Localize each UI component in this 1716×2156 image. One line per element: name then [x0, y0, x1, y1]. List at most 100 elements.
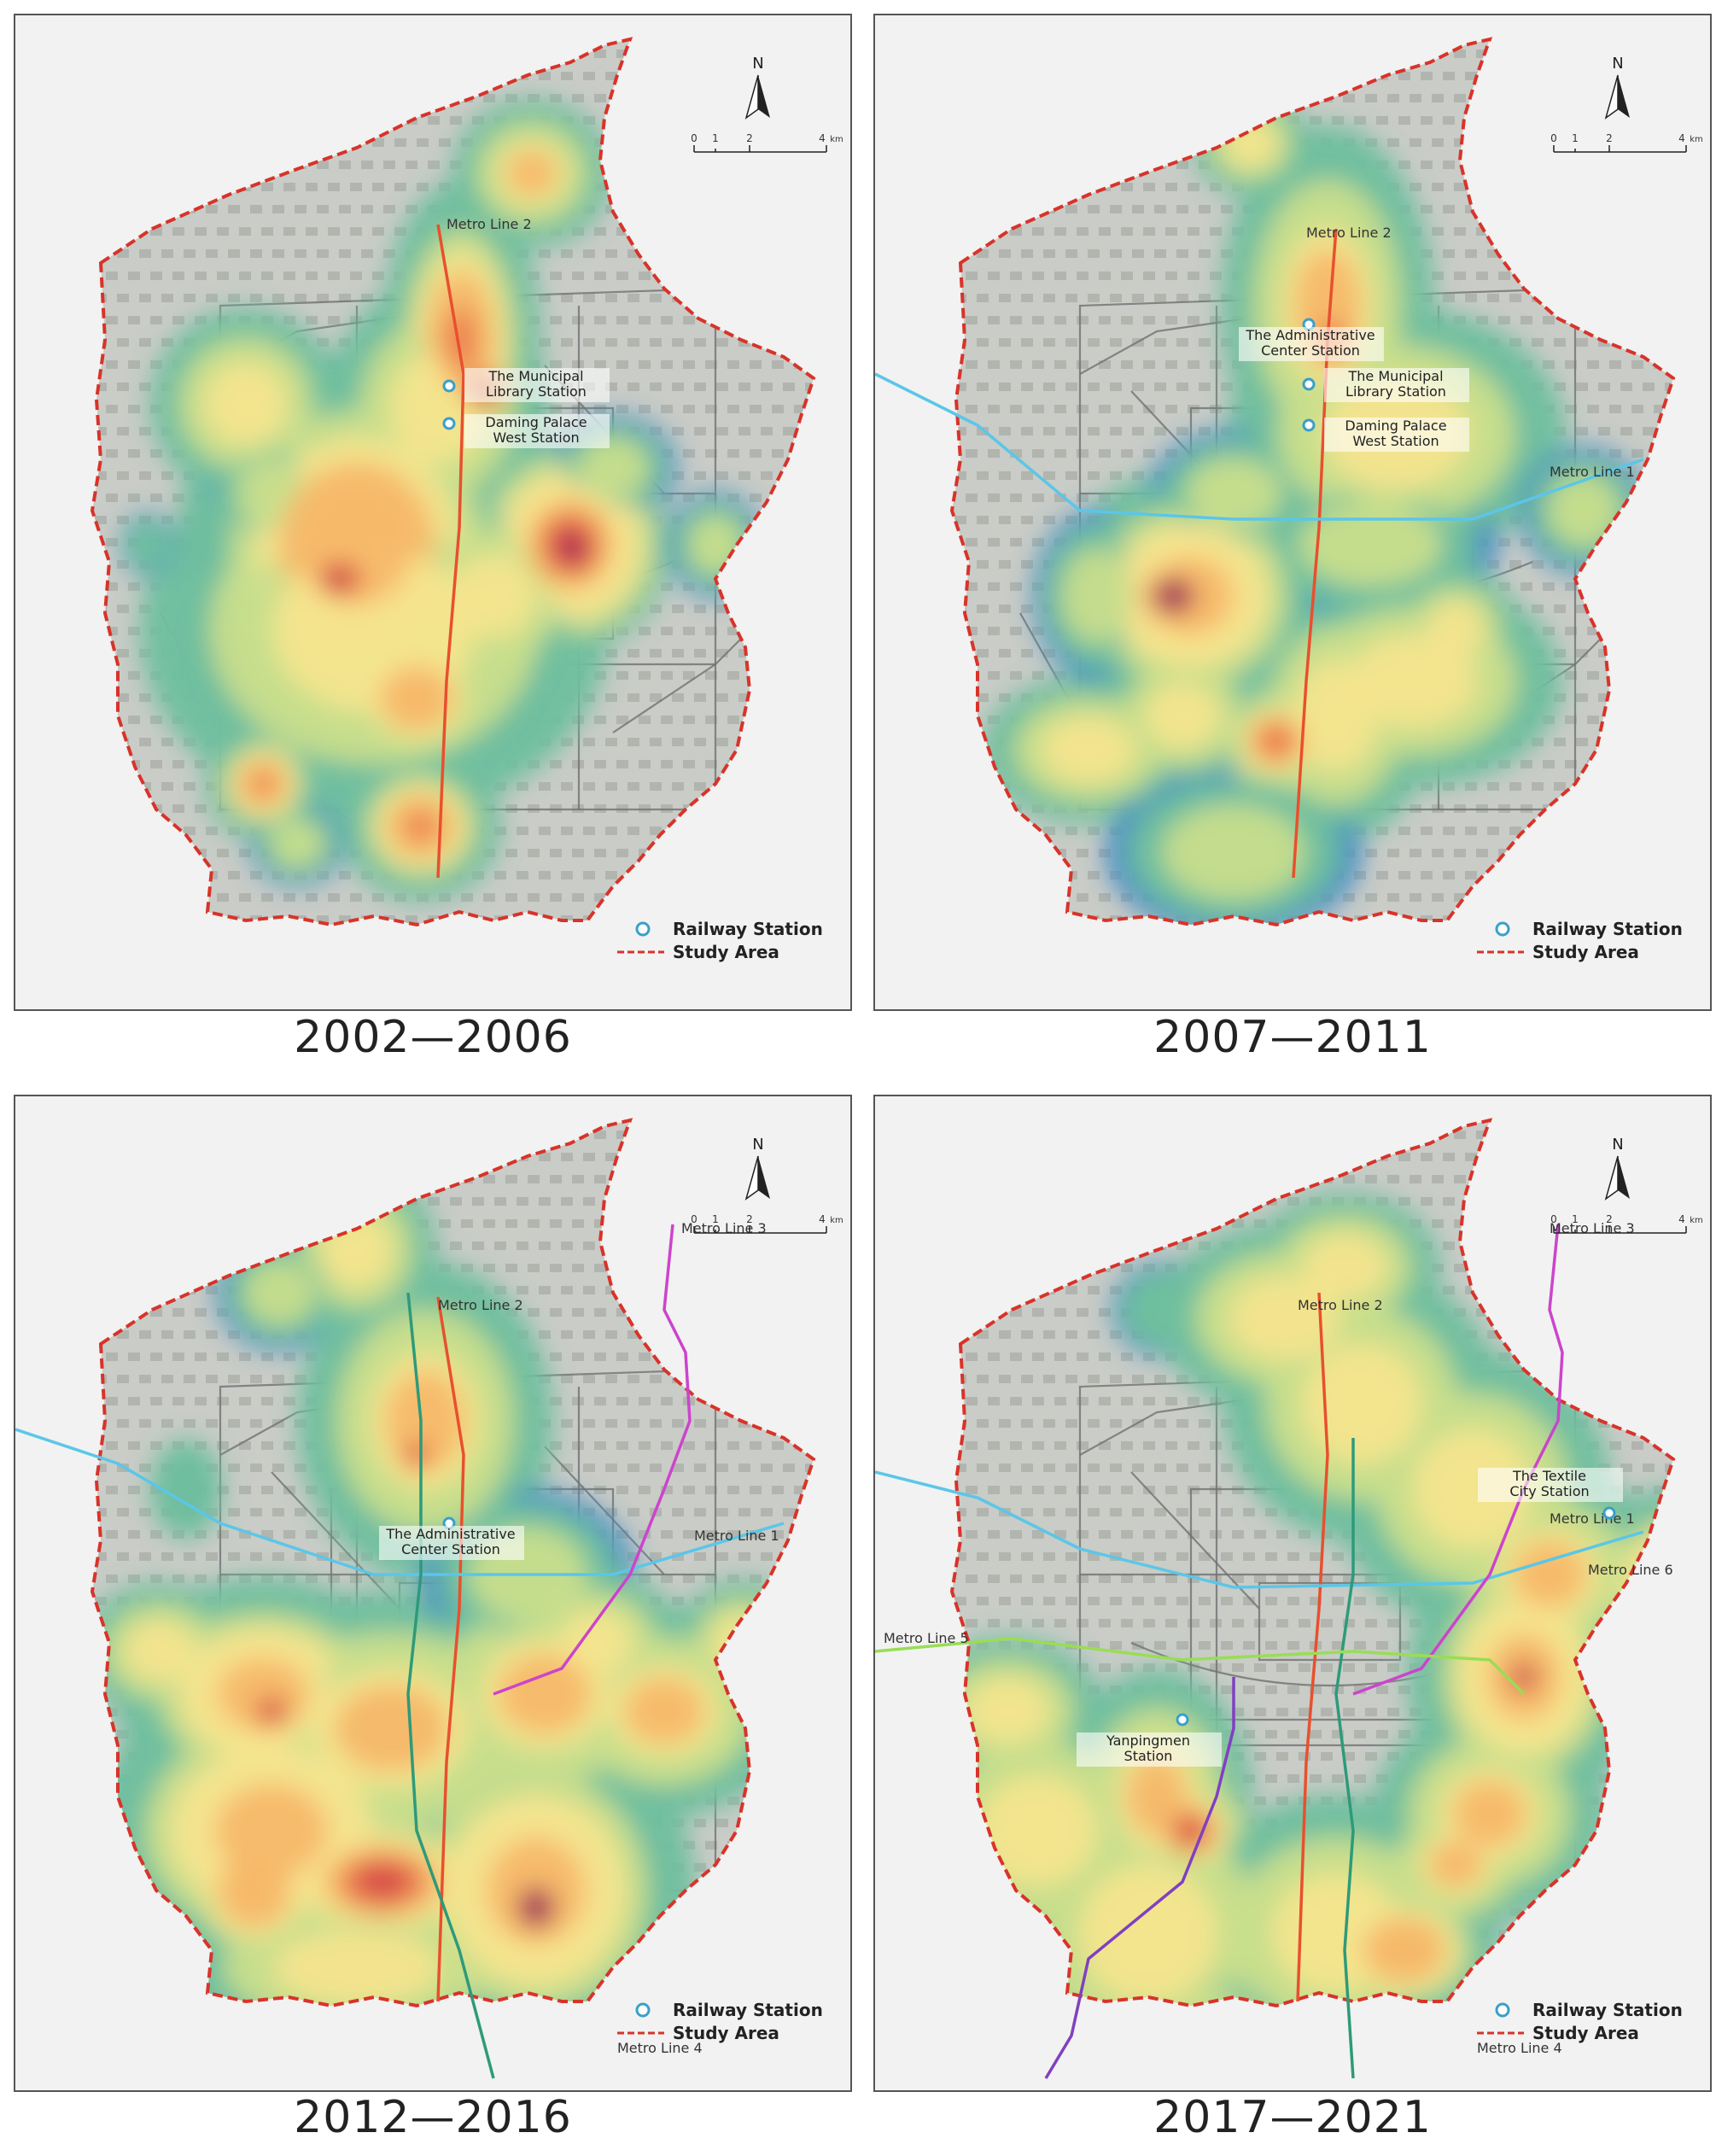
north-label: N [752, 55, 763, 73]
legend-station-label: Railway Station [1532, 919, 1683, 939]
metro-line5 [875, 1637, 1526, 1696]
panel-caption: 2007—2011 [1153, 1012, 1432, 1063]
density-hotspot [390, 675, 443, 722]
density-hotspot [244, 1259, 316, 1326]
density-hotspot [1640, 1533, 1673, 1633]
density-hotspot [569, 548, 580, 558]
railway-station-marker [442, 417, 456, 430]
scale-tick-label: 2 [1606, 1213, 1613, 1225]
density-hotspot [1517, 1670, 1531, 1684]
legend-study-area-label: Study Area [1532, 2023, 1639, 2043]
metro-line4 [1334, 1438, 1355, 2079]
station-label: West Station [1352, 433, 1439, 449]
density-hotspot [1681, 1577, 1692, 1589]
station-label: The Administrative [1245, 327, 1375, 343]
scale-unit-label: km [1690, 1216, 1703, 1225]
north-label: N [1612, 1136, 1623, 1154]
legend: Railway Station Study Area [1477, 919, 1683, 962]
scale-tick-label: 2 [1606, 132, 1613, 144]
north-arrow-icon [744, 74, 770, 120]
density-hotspot [1513, 1541, 1586, 1608]
metro-line-label: Metro Line 2 [1298, 1297, 1383, 1313]
station-legend-icon [635, 2002, 651, 2018]
railway-station-marker [442, 379, 456, 393]
map-panel-2017-2021: Metro Line 2 Metro Line 1 Metro Line 3 Metr… [873, 1095, 1712, 2092]
legend-station-label: Railway Station [673, 2000, 823, 2020]
legend-station-label: Railway Station [673, 919, 823, 939]
density-hotspot [408, 1446, 425, 1464]
metro-lines [15, 1224, 785, 2079]
density-hotspot [1302, 1344, 1421, 1464]
density-hotspot [966, 1679, 1049, 1744]
density-hotspot [1429, 1841, 1482, 1889]
density-hotspot [251, 772, 275, 796]
scale-tick-label: 4 [819, 1213, 826, 1225]
density-hotspot [270, 820, 324, 868]
map-svg: Metro Line 2 Metro Line 1 Metro Line 3 Metr… [875, 1118, 1703, 2079]
metro-line-label: Metro Line 4 [1477, 2040, 1562, 2056]
density-hotspot [332, 573, 347, 585]
density-hotspot [228, 1864, 281, 1917]
density-hotspot [1079, 1864, 1217, 2002]
density-hotspot [1140, 1988, 1259, 2006]
station-label: Center Station [1261, 342, 1360, 359]
legend-station-label: Railway Station [1532, 2000, 1683, 2020]
station-label: Station [1124, 1748, 1173, 1764]
scale-tick-label: 4 [1678, 132, 1685, 144]
density-hotspot [204, 362, 288, 446]
station-label: The Administrative [385, 1526, 515, 1542]
density-hotspot [1229, 1277, 1340, 1360]
density-hotspot [354, 1865, 411, 1899]
density-hotspot [1649, 1541, 1673, 1625]
scale-bar [1553, 145, 1687, 153]
density-hotspot [452, 554, 535, 638]
scale-tick-label: 1 [1572, 132, 1579, 144]
station-label: The Textile [1512, 1468, 1586, 1484]
density-hotspot [1427, 602, 1484, 658]
metro-line1 [875, 1470, 1644, 1589]
metro-line-label: Metro Line 5 [884, 1630, 969, 1646]
density-hotspot [274, 1931, 440, 2004]
metro-line3 [1352, 1224, 1564, 1696]
legend-study-area-label: Study Area [673, 2023, 779, 2043]
density-hotspot [952, 1947, 1032, 2006]
density-hotspot [1636, 1541, 1673, 1625]
map-panel-2002-2006: Metro Line 2 The Municipal Library Station… [14, 14, 852, 1011]
panel-caption: 2002—2006 [294, 1012, 572, 1063]
metro-line-label: Metro Line 3 [1550, 1220, 1635, 1236]
density-hotspot [1348, 635, 1478, 727]
scale-tick-label: 0 [1550, 1213, 1557, 1225]
study-area-boundary [90, 1118, 816, 2008]
density-hotspot [1162, 804, 1305, 900]
density-hotspot [129, 522, 166, 568]
station-label: Yanpingmen [1106, 1732, 1190, 1749]
density-hotspot [445, 307, 477, 372]
metro-line-label: Metro Line 1 [694, 1528, 779, 1544]
north-arrow-icon [1604, 1155, 1630, 1201]
study-area-boundary [949, 37, 1676, 927]
density-hotspot [1303, 1235, 1386, 1300]
density-hotspot [952, 1966, 1013, 2006]
density-hotspot [528, 1897, 545, 1918]
station-label: Library Station [486, 383, 587, 400]
density-hotspot [506, 149, 557, 197]
metro-line-label: Metro Line 2 [447, 216, 532, 232]
station-label: The Municipal [1347, 368, 1443, 384]
north-arrow-icon [744, 1155, 770, 1201]
north-label: N [1612, 55, 1623, 73]
map-panel-2012-2016: Metro Line 2 Metro Line 1 Metro Line 3 Metr… [14, 1095, 852, 2092]
density-hotspot [1548, 475, 1620, 546]
station-label: City Station [1509, 1483, 1589, 1499]
north-label: N [752, 1136, 763, 1154]
scale-tick-label: 0 [691, 1213, 697, 1225]
north-arrow-icon [1604, 74, 1630, 120]
panel-caption: 2012—2016 [294, 2092, 572, 2143]
railway-station-marker [1602, 1506, 1616, 1520]
station-legend-icon [1495, 921, 1510, 937]
scale-unit-label: km [1690, 135, 1703, 144]
station-label: The Municipal [487, 368, 583, 384]
density-hotspot [1178, 1819, 1204, 1843]
legend: Railway Station Study Area [617, 2000, 823, 2043]
legend-study-area-label: Study Area [1532, 942, 1639, 962]
railway-station-marker [1302, 418, 1316, 432]
